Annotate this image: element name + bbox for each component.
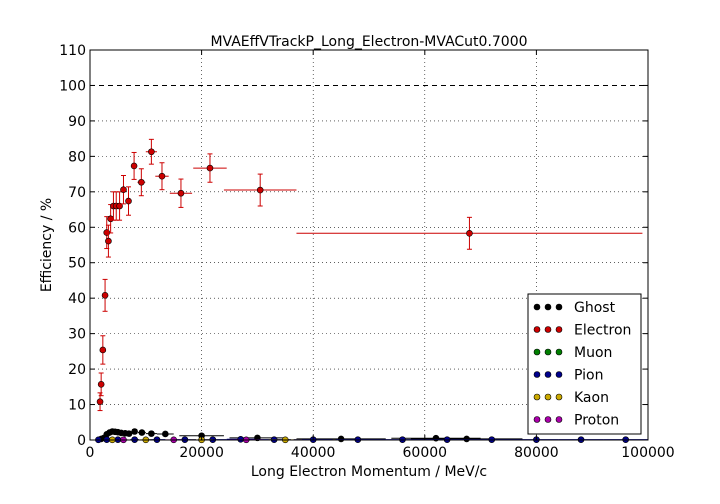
data-point xyxy=(177,189,185,197)
legend-label: Muon xyxy=(574,345,612,361)
x-axis-label: Long Electron Momentum / MeV/c xyxy=(251,464,487,480)
data-point xyxy=(130,162,138,170)
legend-marker xyxy=(544,416,552,423)
data-point xyxy=(162,430,169,438)
y-tick-label: 10 xyxy=(68,398,86,414)
data-point xyxy=(138,429,146,436)
y-tick-label: 110 xyxy=(59,43,86,59)
legend-label: Ghost xyxy=(574,300,616,316)
y-tick-label: 30 xyxy=(68,327,86,343)
data-point xyxy=(116,202,123,210)
data-point xyxy=(125,430,133,437)
plot-frame xyxy=(89,49,649,441)
data-point xyxy=(158,172,166,180)
y-tick-label: 50 xyxy=(68,256,86,272)
axis-ticks: 0 20000 40000 60000 80000 100000 0 10 20 30 40 50 60… xyxy=(59,43,674,461)
data-point xyxy=(96,398,104,406)
legend-label: Electron xyxy=(574,323,631,339)
legend-label: Kaon xyxy=(574,390,609,406)
data-point xyxy=(101,292,109,299)
data-point xyxy=(466,230,473,237)
y-tick-label: 20 xyxy=(68,362,86,378)
data-point xyxy=(148,430,155,437)
legend-marker xyxy=(555,303,563,311)
data-point xyxy=(337,435,345,443)
y-tick-label: 0 xyxy=(77,433,86,449)
legend-marker xyxy=(544,303,552,311)
legend-marker xyxy=(555,326,563,333)
y-tick-label: 60 xyxy=(68,220,86,236)
legend-marker xyxy=(555,371,563,378)
x-tick-label: 20000 xyxy=(179,445,224,461)
legend-marker xyxy=(544,393,552,401)
legend-marker xyxy=(533,348,541,356)
x-tick-label: 60000 xyxy=(403,445,448,461)
legend-marker xyxy=(533,371,541,378)
legend-label: Pion xyxy=(574,368,603,384)
series-electron xyxy=(96,138,643,412)
y-axis-label: Efficiency / % xyxy=(39,198,55,292)
data-point xyxy=(237,435,244,443)
legend-marker xyxy=(555,416,563,423)
x-tick-label: 0 xyxy=(86,445,95,461)
x-tick-label: 40000 xyxy=(291,445,336,461)
legend-marker xyxy=(544,371,552,378)
data-point xyxy=(138,178,145,186)
legend-marker xyxy=(555,348,563,356)
legend-box xyxy=(527,293,642,435)
data-point xyxy=(105,237,112,245)
legend-marker xyxy=(533,416,541,423)
data-point xyxy=(97,381,105,388)
legend: Ghost Electron Muon Pion Kaon Proton xyxy=(527,293,642,435)
legend-marker xyxy=(544,326,552,333)
data-point xyxy=(99,346,107,354)
data-point xyxy=(107,215,114,223)
legend-label: Proton xyxy=(574,413,619,429)
legend-marker xyxy=(544,348,552,356)
legend-marker xyxy=(533,393,541,401)
y-tick-label: 100 xyxy=(59,78,86,94)
x-tick-label: 80000 xyxy=(514,445,559,461)
y-tick-label: 90 xyxy=(68,114,86,130)
legend-marker xyxy=(533,326,541,333)
data-point xyxy=(463,435,470,443)
data-point xyxy=(206,164,214,172)
chart-title: MVAEffVTrackP_Long_Electron-MVACut0.7000 xyxy=(210,34,527,50)
y-tick-label: 70 xyxy=(68,185,86,201)
data-point xyxy=(256,186,264,194)
legend-marker xyxy=(533,303,541,311)
y-tick-label: 40 xyxy=(68,291,86,307)
data-point xyxy=(125,197,132,205)
x-tick-label: 100000 xyxy=(621,445,674,461)
legend-marker xyxy=(555,393,563,401)
y-tick-label: 80 xyxy=(68,149,86,165)
data-point xyxy=(131,428,138,435)
data-point xyxy=(120,186,127,193)
data-point xyxy=(148,148,155,156)
